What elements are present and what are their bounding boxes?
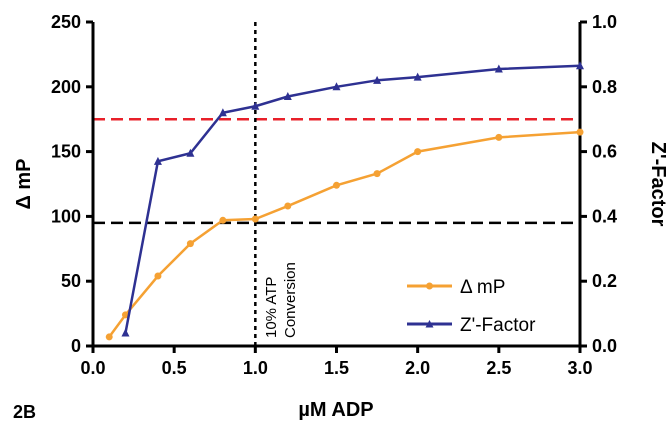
- left-y-tick-label-50: 50: [61, 271, 81, 291]
- reference-lines: [93, 22, 580, 346]
- series-line-delta-mp: [108, 130, 581, 338]
- series-delta-mp: [105, 128, 584, 341]
- x-tick-label-0-5: 0.5: [162, 358, 187, 378]
- data-point-z-factor-8: [413, 72, 422, 81]
- legend-marker-delta-mp: [426, 282, 433, 290]
- data-point-delta-mp-1: [121, 311, 129, 319]
- legend-marker-z-factor: [425, 320, 434, 328]
- data-point-z-factor-2: [186, 148, 195, 157]
- data-point-z-factor-10: [576, 61, 584, 70]
- series-line-z-factor: [124, 64, 581, 334]
- right-y-tick-label-0-4: 0.4: [592, 206, 617, 226]
- data-point-delta-mp-7: [333, 181, 340, 189]
- left-y-tick-label-150: 150: [51, 142, 81, 162]
- x-tick-label-1-5: 1.5: [324, 358, 349, 378]
- data-point-delta-mp-5: [251, 215, 259, 223]
- left-y-tick-label-100: 100: [51, 206, 81, 226]
- x-tick-label-3-0: 3.0: [567, 358, 592, 378]
- x-tick-label-0-0: 0.0: [80, 358, 105, 378]
- data-point-z-factor-5: [283, 92, 292, 101]
- left-y-tick-label-200: 200: [51, 77, 81, 97]
- data-point-delta-mp-8: [373, 170, 381, 178]
- data-point-z-factor-7: [373, 75, 382, 84]
- series-layer: [105, 61, 584, 341]
- annotation-line-1: 10% ATP: [263, 277, 280, 338]
- data-point-z-factor-1: [153, 156, 162, 165]
- right-y-tick-label-1-0: 1.0: [592, 12, 617, 32]
- data-point-delta-mp-10: [495, 133, 503, 141]
- legend-label-delta-mp: Δ mP: [460, 277, 505, 298]
- data-point-delta-mp-0: [105, 333, 113, 341]
- x-tick-label-2-0: 2.0: [405, 358, 430, 378]
- right-y-axis-title: Z'-Factor: [647, 142, 669, 227]
- left-y-tick-label-250: 250: [51, 12, 81, 32]
- x-tick-label-2-5: 2.5: [486, 358, 511, 378]
- data-point-delta-mp-2: [154, 272, 162, 280]
- data-point-z-factor-9: [494, 64, 503, 73]
- x-axis-title: µM ADP: [298, 399, 373, 421]
- left-y-axis-title: Δ mP: [13, 158, 35, 209]
- data-point-z-factor-0: [121, 328, 130, 337]
- data-point-delta-mp-3: [186, 240, 194, 248]
- right-y-tick-label-0-8: 0.8: [592, 77, 617, 97]
- right-y-tick-label-0-2: 0.2: [592, 271, 617, 291]
- data-point-delta-mp-6: [284, 202, 292, 210]
- ticks: 0.0 0.5 1.0 1.5 2.0 2.5 3.0 0 50 100 150 200 250 0.0 0…: [51, 12, 617, 378]
- data-point-delta-mp-9: [414, 148, 422, 156]
- x-tick-label-1-0: 1.0: [243, 358, 268, 378]
- annotation-line-2: Conversion: [282, 262, 299, 338]
- annotation: 10% ATP Conversion: [263, 262, 299, 338]
- data-point-z-factor-3: [218, 108, 227, 117]
- right-y-tick-label-0-0: 0.0: [592, 336, 617, 356]
- series-z-factor: [121, 61, 584, 337]
- right-y-tick-label-0-6: 0.6: [592, 142, 617, 162]
- data-point-z-factor-4: [251, 101, 260, 110]
- left-y-tick-label-0: 0: [71, 336, 81, 356]
- data-point-z-factor-6: [332, 82, 341, 91]
- legend-label-z-factor: Z'-Factor: [460, 315, 536, 336]
- data-point-delta-mp-11: [576, 128, 584, 136]
- legend: Δ mP Z'-Factor: [407, 277, 536, 336]
- data-point-delta-mp-4: [219, 216, 227, 224]
- panel-label: 2B: [13, 402, 36, 422]
